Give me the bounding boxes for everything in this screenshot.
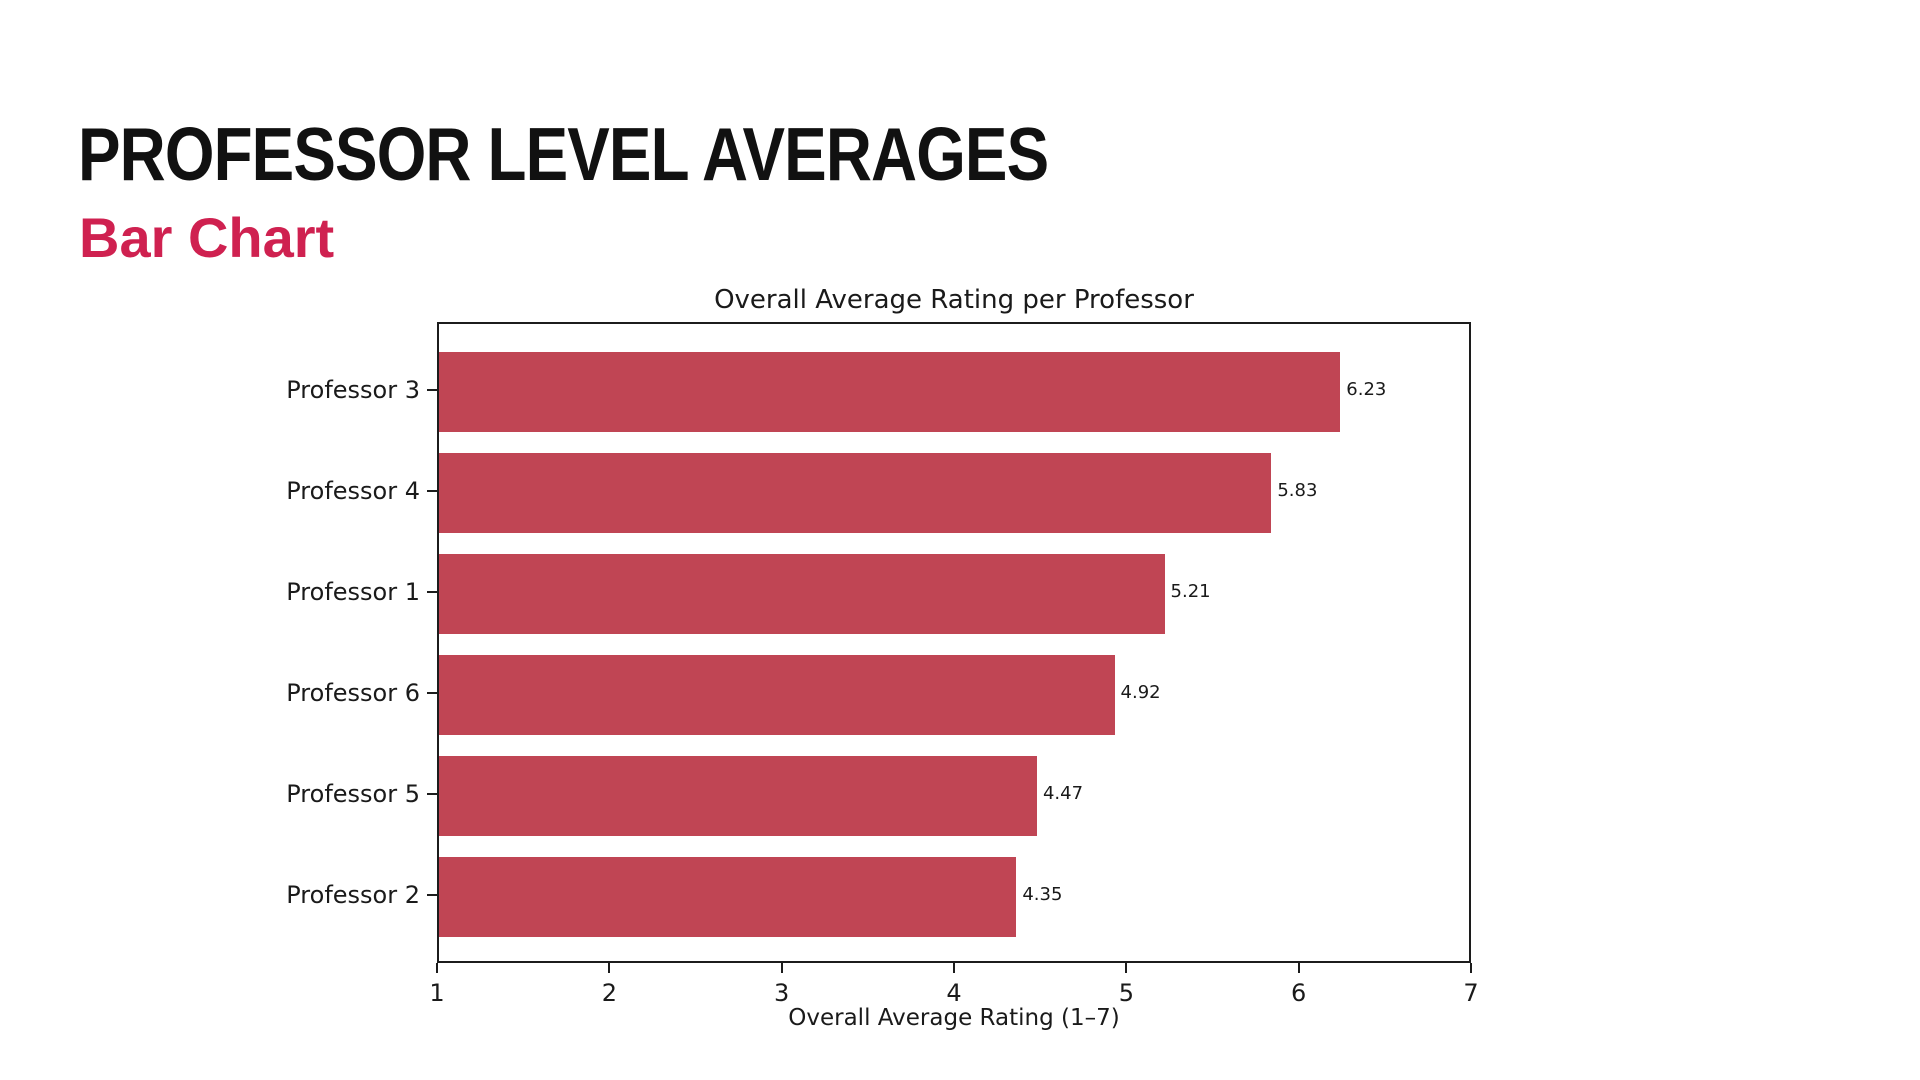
value-label: 4.92: [1120, 682, 1161, 703]
x-tick-label: 3: [774, 979, 790, 1007]
y-tick: [427, 894, 437, 896]
plot-area: [437, 322, 1471, 963]
x-tick-label: 5: [1118, 979, 1134, 1007]
value-label: 4.47: [1042, 783, 1084, 804]
value-label: 4.35: [1022, 884, 1063, 905]
x-tick-label: 7: [1463, 979, 1479, 1007]
x-tick: [436, 963, 438, 973]
x-tick-label: 2: [601, 979, 617, 1007]
x-tick-label: 6: [1291, 979, 1307, 1007]
y-tick: [427, 692, 437, 694]
category-label: Professor 2: [286, 881, 420, 909]
x-tick-label: 1: [429, 979, 445, 1007]
slide-subtitle: Bar Chart: [79, 206, 335, 269]
bar: [439, 756, 1037, 836]
chart-title: Overall Average Rating per Professor: [714, 285, 1194, 315]
value-label: 5.21: [1170, 581, 1211, 602]
category-label: Professor 6: [286, 679, 420, 707]
x-axis-label: Overall Average Rating (1–7): [788, 1005, 1120, 1031]
bar: [439, 453, 1272, 533]
category-label: Professor 5: [286, 780, 420, 808]
y-tick: [427, 389, 437, 391]
bar: [439, 352, 1341, 432]
value-label: 6.23: [1346, 379, 1387, 400]
y-tick: [427, 490, 437, 492]
slide-title: PROFESSOR LEVEL AVERAGES: [78, 112, 1049, 196]
bar: [439, 857, 1017, 937]
bar: [439, 655, 1115, 735]
x-tick: [953, 963, 955, 973]
category-label: Professor 1: [286, 578, 420, 606]
bar: [439, 554, 1165, 634]
x-tick: [1470, 963, 1472, 973]
value-label: 5.83: [1277, 480, 1318, 501]
y-tick: [427, 591, 437, 593]
x-tick-label: 4: [946, 979, 962, 1007]
y-tick: [427, 793, 437, 795]
x-tick: [608, 963, 611, 973]
x-tick: [780, 963, 783, 973]
category-label: Professor 3: [286, 376, 420, 404]
x-tick: [1297, 963, 1300, 973]
x-tick: [1125, 963, 1128, 973]
category-label: Professor 4: [286, 477, 420, 505]
